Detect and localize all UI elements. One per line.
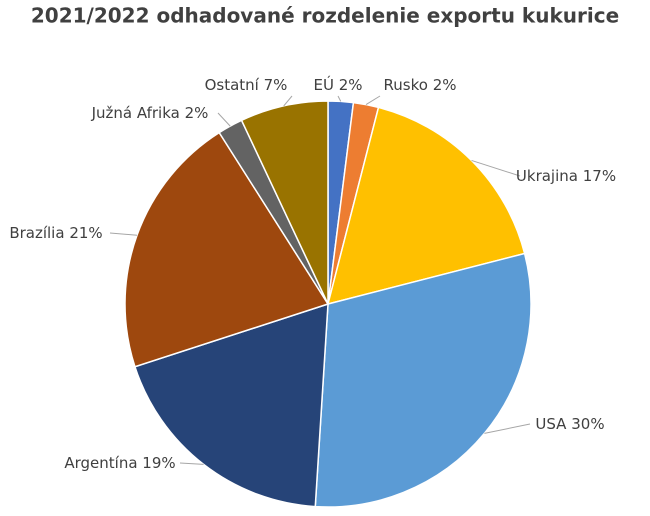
slice-value: 21% <box>69 224 102 242</box>
slice-name: Brazília <box>9 224 64 242</box>
slice-label: Južná Afrika 2% <box>91 104 209 122</box>
leader-line <box>471 159 521 177</box>
leader-line <box>179 462 204 465</box>
slice-name: Rusko <box>384 76 428 94</box>
slice-label: USA 30% <box>535 415 604 433</box>
slice-value: 2% <box>185 104 209 122</box>
slice-label: EÚ 2% <box>313 75 362 94</box>
leader-line <box>484 423 531 434</box>
slice-value: 17% <box>583 167 616 185</box>
slice-value: 19% <box>142 454 175 472</box>
slice-name: Ukrajina <box>516 167 578 185</box>
slice-label: Brazília 21% <box>9 224 102 242</box>
chart-title: 2021/2022 odhadované rozdelenie exportu … <box>31 4 619 28</box>
slice-name: USA <box>535 415 567 433</box>
slice-label: Ostatní 7% <box>205 76 288 94</box>
slice-name: EÚ <box>313 75 333 94</box>
leader-line <box>337 95 342 102</box>
slice-value: 2% <box>339 76 363 94</box>
pie-slice <box>314 252 532 508</box>
leader-line <box>217 112 231 127</box>
pie-slice <box>133 302 329 508</box>
slice-name: Argentína <box>64 454 137 472</box>
slice-value: 30% <box>571 415 604 433</box>
leader-line <box>283 95 293 107</box>
slice-value: 7% <box>264 76 288 94</box>
leader-line <box>109 232 138 236</box>
pie-slice <box>326 106 526 306</box>
pie-slice <box>124 131 330 368</box>
slice-name: Ostatní <box>205 76 260 94</box>
leader-line <box>365 95 381 106</box>
slice-label: Ukrajina 17% <box>516 167 616 185</box>
slice-label: Rusko 2% <box>384 76 457 94</box>
slice-label: Argentína 19% <box>64 454 175 472</box>
slice-value: 2% <box>433 76 457 94</box>
slice-name: Južná Afrika <box>91 104 180 122</box>
